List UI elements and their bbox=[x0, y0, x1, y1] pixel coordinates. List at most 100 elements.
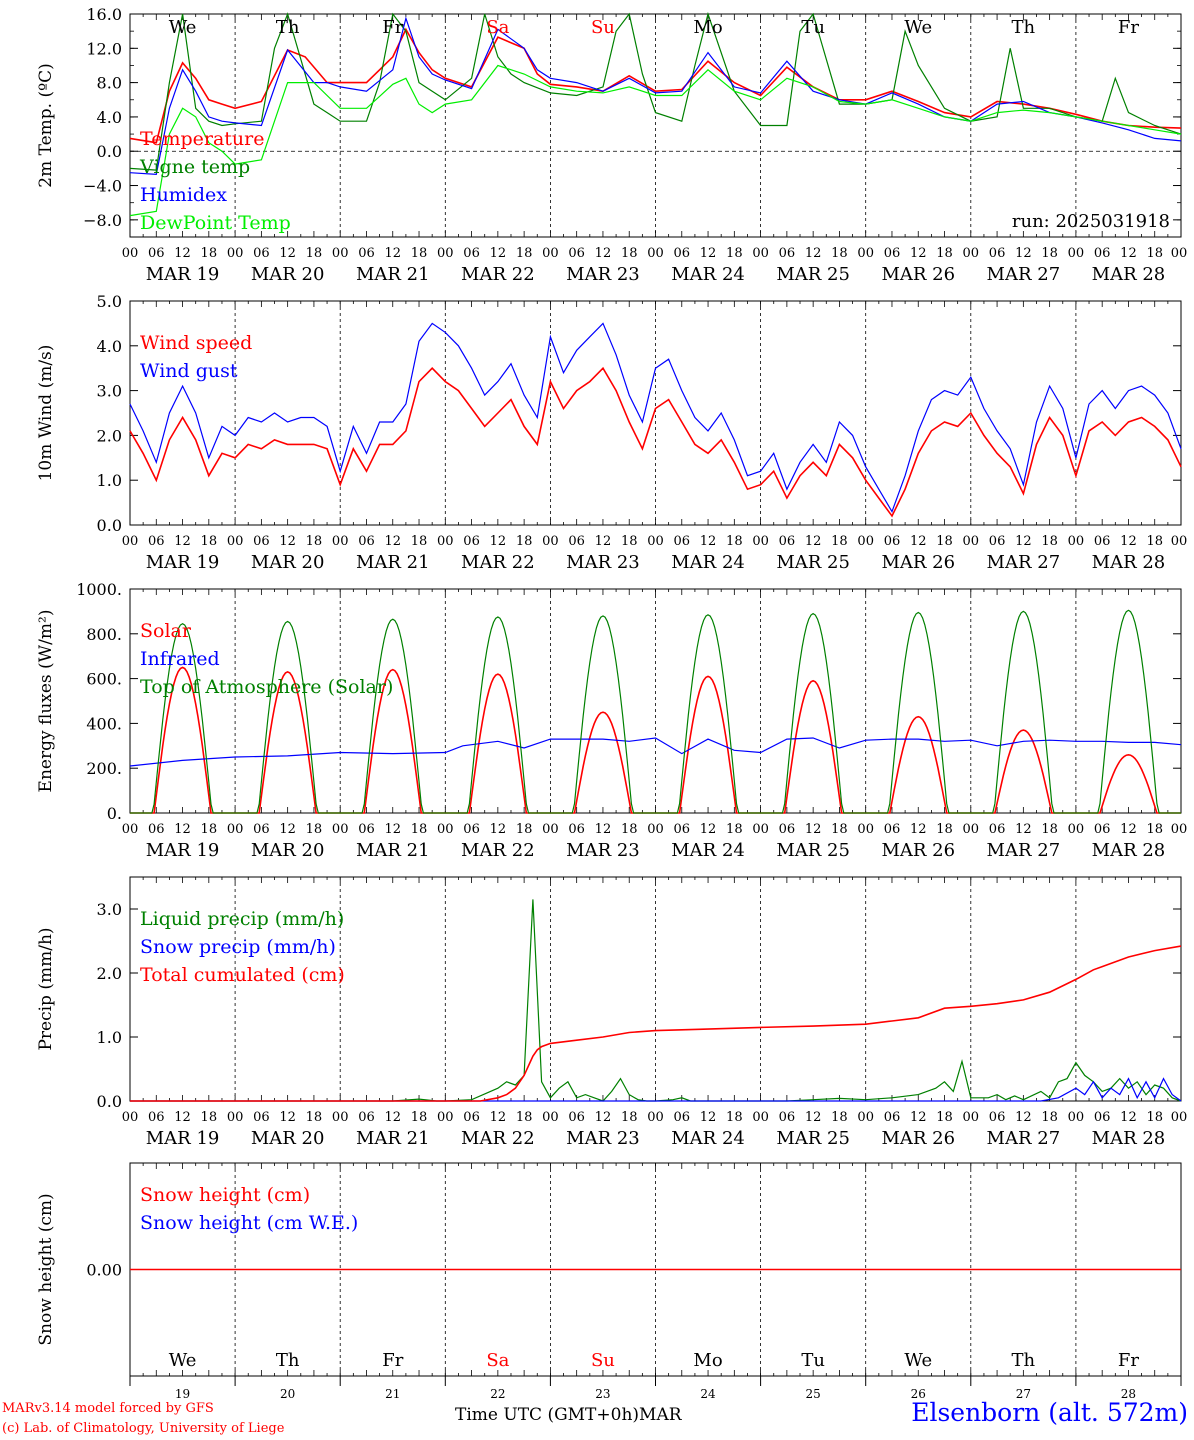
energy-hour-label: 18 bbox=[831, 822, 848, 837]
precip-hour-label: 00 bbox=[647, 1110, 664, 1125]
precip-date-label: MAR 20 bbox=[251, 1128, 325, 1149]
temperature-legend-entry: Vigne temp bbox=[139, 156, 250, 178]
temperature-date-label: MAR 24 bbox=[671, 264, 745, 285]
wind-hour-label: 00 bbox=[1171, 534, 1188, 549]
energy-hour-label: 00 bbox=[227, 822, 244, 837]
wind-hour-label: 12 bbox=[1120, 534, 1137, 549]
precip-hour-label: 18 bbox=[1041, 1110, 1058, 1125]
wind-hour-label: 00 bbox=[647, 534, 664, 549]
precip-legend-entry: Liquid precip (mm/h) bbox=[140, 908, 344, 930]
energy-hour-label: 18 bbox=[411, 822, 428, 837]
wind-hour-label: 18 bbox=[621, 534, 638, 549]
temperature-hour-label: 12 bbox=[700, 246, 717, 261]
precip-hour-label: 18 bbox=[621, 1110, 638, 1125]
day-number-label: 26 bbox=[911, 1387, 926, 1401]
precip-hour-label: 00 bbox=[437, 1110, 454, 1125]
energy-series-top-of-atmosphere-solar- bbox=[130, 609, 1181, 814]
day-number-label: 24 bbox=[700, 1387, 716, 1401]
temperature-hour-label: 06 bbox=[358, 246, 375, 261]
precip-y-tick-label: 1.0 bbox=[97, 1028, 122, 1047]
temperature-hour-label: 00 bbox=[332, 246, 349, 261]
precip-hour-label: 06 bbox=[568, 1110, 585, 1125]
temperature-hour-label: 00 bbox=[647, 246, 664, 261]
wind-hour-label: 06 bbox=[674, 534, 691, 549]
weekday-label: Fr bbox=[1118, 17, 1139, 38]
precip-hour-label: 12 bbox=[384, 1110, 401, 1125]
weekday-label: Su bbox=[591, 17, 615, 38]
wind-hour-label: 00 bbox=[332, 534, 349, 549]
temperature-hour-label: 00 bbox=[1171, 246, 1188, 261]
energy-hour-label: 12 bbox=[490, 822, 507, 837]
precip-legend-entry: Snow precip (mm/h) bbox=[140, 936, 336, 958]
energy-hour-label: 00 bbox=[647, 822, 664, 837]
wind-hour-label: 18 bbox=[1041, 534, 1058, 549]
precip-date-label: MAR 19 bbox=[146, 1128, 220, 1149]
temperature-date-label: MAR 23 bbox=[566, 264, 640, 285]
temperature-hour-label: 18 bbox=[516, 246, 533, 261]
wind-hour-label: 06 bbox=[779, 534, 796, 549]
temperature-series-dewpoint-temp bbox=[129, 64, 1182, 217]
energy-frame bbox=[129, 588, 1182, 814]
precip-hour-label: 00 bbox=[122, 1110, 139, 1125]
temperature-y-tick-label: 4.0 bbox=[97, 108, 122, 127]
precip-date-label: MAR 28 bbox=[1092, 1128, 1166, 1149]
energy-date-label: MAR 22 bbox=[461, 840, 535, 861]
energy-hour-label: 12 bbox=[384, 822, 401, 837]
day-number-label: 19 bbox=[175, 1387, 190, 1401]
wind-hour-label: 06 bbox=[1094, 534, 1111, 549]
precip-hour-label: 18 bbox=[306, 1110, 323, 1125]
wind-hour-label: 00 bbox=[752, 534, 769, 549]
wind-hour-label: 18 bbox=[306, 534, 323, 549]
energy-hour-label: 18 bbox=[516, 822, 533, 837]
temperature-hour-label: 12 bbox=[490, 246, 507, 261]
energy-hour-label: 12 bbox=[700, 822, 717, 837]
day-number-label: 21 bbox=[385, 1387, 400, 1401]
energy-hour-label: 12 bbox=[279, 822, 296, 837]
wind-date-label: MAR 21 bbox=[356, 552, 430, 573]
station-name: Elsenborn (alt. 572m) bbox=[911, 1398, 1188, 1427]
energy-date-label: MAR 24 bbox=[671, 840, 745, 861]
precip-series-snow-precip-mm-h- bbox=[130, 1077, 1182, 1102]
precip-hour-label: 12 bbox=[490, 1110, 507, 1125]
precip-hour-label: 12 bbox=[805, 1110, 822, 1125]
temperature-y-tick-label: 0.0 bbox=[97, 142, 122, 161]
precip-hour-label: 12 bbox=[595, 1110, 612, 1125]
weekday-label: Su bbox=[591, 1350, 615, 1371]
wind-hour-label: 18 bbox=[831, 534, 848, 549]
energy-hour-label: 06 bbox=[989, 822, 1006, 837]
temperature-hour-label: 12 bbox=[805, 246, 822, 261]
wind-hour-label: 12 bbox=[595, 534, 612, 549]
wind-date-label: MAR 20 bbox=[251, 552, 325, 573]
precip-hour-label: 00 bbox=[332, 1110, 349, 1125]
day-number-label: 28 bbox=[1121, 1387, 1136, 1401]
temperature-date-label: MAR 22 bbox=[461, 264, 535, 285]
weekday-label: Tu bbox=[801, 1350, 825, 1371]
weekday-label: Fr bbox=[382, 1350, 403, 1371]
wind-date-label: MAR 28 bbox=[1092, 552, 1166, 573]
weekday-label: Th bbox=[1012, 17, 1036, 38]
precip-hour-label: 00 bbox=[227, 1110, 244, 1125]
energy-date-label: MAR 25 bbox=[776, 840, 850, 861]
energy-date-label: MAR 20 bbox=[251, 840, 325, 861]
precip-hour-label: 06 bbox=[674, 1110, 691, 1125]
energy-date-label: MAR 21 bbox=[356, 840, 430, 861]
energy-hour-label: 06 bbox=[1094, 822, 1111, 837]
wind-hour-label: 18 bbox=[936, 534, 953, 549]
run-label: run: 2025031918 bbox=[1012, 211, 1170, 232]
energy-date-label: MAR 19 bbox=[146, 840, 220, 861]
weekday-label: Tu bbox=[801, 17, 825, 38]
energy-hour-label: 00 bbox=[332, 822, 349, 837]
energy-date-label: MAR 27 bbox=[987, 840, 1061, 861]
temperature-hour-label: 12 bbox=[279, 246, 296, 261]
energy-y-tick-label: 600. bbox=[86, 670, 122, 689]
wind-date-label: MAR 24 bbox=[671, 552, 745, 573]
lab-credit: (c) Lab. of Climatology, University of L… bbox=[2, 1421, 285, 1436]
wind-date-label: MAR 26 bbox=[881, 552, 955, 573]
temperature-hour-label: 00 bbox=[752, 246, 769, 261]
day-number-label: 27 bbox=[1016, 1387, 1031, 1401]
wind-date-label: MAR 22 bbox=[461, 552, 535, 573]
temperature-date-label: MAR 20 bbox=[251, 264, 325, 285]
precip-hour-label: 18 bbox=[831, 1110, 848, 1125]
temperature-hour-label: 18 bbox=[1146, 246, 1163, 261]
temperature-hour-label: 06 bbox=[253, 246, 270, 261]
